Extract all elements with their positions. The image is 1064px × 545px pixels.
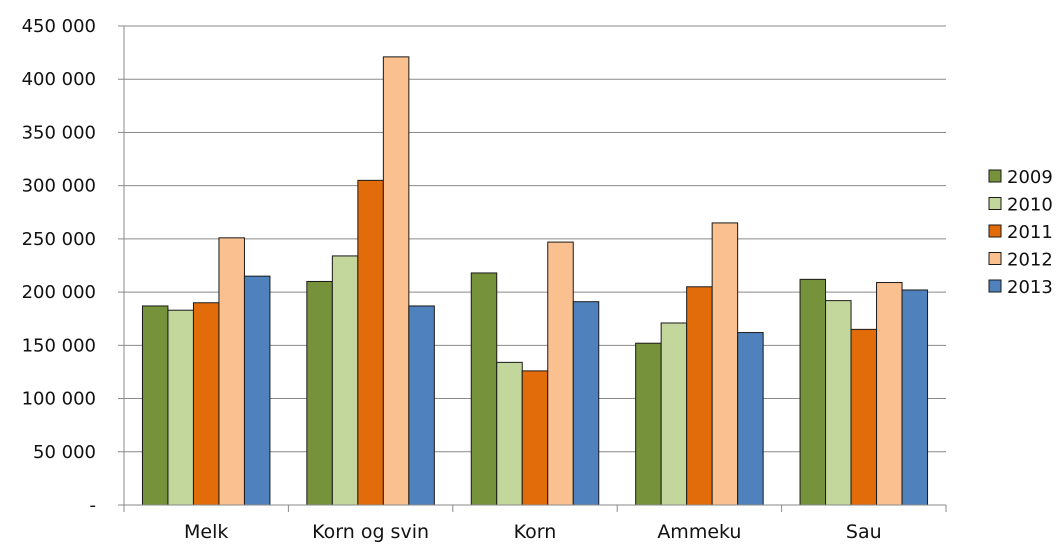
legend-label-2011: 2011 (1007, 222, 1053, 243)
bars (141, 56, 929, 506)
bar-2012-sau (876, 282, 903, 506)
y-tick-label: 450 000 (22, 16, 96, 37)
legend-label-2012: 2012 (1007, 250, 1053, 271)
bar-2010-sau (825, 300, 852, 506)
bar-2009-korn-og-svin (306, 280, 333, 506)
bar-2013-melk (243, 275, 271, 506)
legend-swatch-2009 (988, 169, 1002, 183)
bar-2011-korn (521, 370, 549, 506)
legend-label-2010: 2010 (1007, 195, 1053, 216)
bar-2009-korn (470, 272, 498, 506)
bar-2011-melk (192, 302, 220, 506)
x-axis: Melk Korn og svin Korn Ammeku Sau (123, 504, 947, 543)
bar-2012-korn-og-svin (382, 56, 410, 506)
bar-2010-melk (167, 309, 194, 506)
bar-2012-ammeku (711, 222, 739, 506)
bar-2010-ammeku (660, 322, 688, 506)
y-tick-label: 100 000 (22, 389, 96, 410)
legend: 2009 2010 2011 2012 2013 (988, 167, 1053, 298)
y-tick-label: - (90, 495, 97, 516)
bar-2011-ammeku (686, 286, 713, 506)
bar-2013-korn (572, 301, 600, 506)
y-tick-label: 400 000 (22, 69, 96, 90)
y-tick-label: 50 000 (33, 442, 96, 463)
bar-2011-sau (850, 328, 878, 506)
bar-2010-korn-og-svin (331, 255, 359, 506)
bar-2010-korn (496, 361, 523, 506)
y-tick-label: 150 000 (22, 335, 96, 356)
y-tick-label: 350 000 (22, 122, 96, 143)
bar-2011-korn-og-svin (357, 179, 384, 506)
y-tick-label: 200 000 (22, 282, 96, 303)
x-category-label: Melk (184, 521, 228, 543)
y-tick-label: 250 000 (22, 229, 96, 250)
bar-2013-korn-og-svin (408, 305, 435, 506)
legend-swatch-2012 (988, 252, 1002, 265)
y-tick-label: 300 000 (22, 176, 96, 197)
bar-2013-ammeku (737, 332, 764, 506)
bar-2013-sau (901, 289, 929, 506)
bar-2012-korn (547, 241, 574, 506)
bar-2009-melk (141, 305, 169, 506)
legend-label-2013: 2013 (1007, 277, 1053, 298)
bar-2009-sau (799, 278, 827, 506)
x-category-label: Korn og svin (312, 521, 429, 543)
bar-2009-ammeku (635, 342, 662, 506)
legend-label-2009: 2009 (1007, 167, 1053, 188)
bar-2012-melk (218, 237, 245, 506)
legend-swatch-2011 (988, 224, 1002, 238)
legend-swatch-2013 (988, 279, 1002, 293)
x-category-label: Korn (514, 521, 557, 543)
x-category-label: Ammeku (657, 521, 741, 543)
y-axis: - 50 000 100 000 150 000 200 000 250 000 300 0… (22, 16, 125, 516)
x-category-label: Sau (846, 521, 882, 543)
legend-swatch-2010 (988, 197, 1002, 210)
